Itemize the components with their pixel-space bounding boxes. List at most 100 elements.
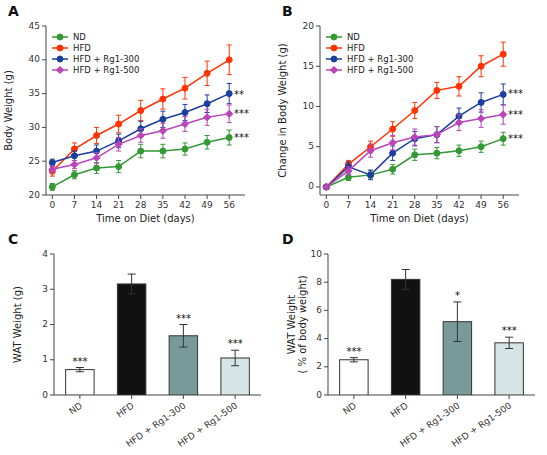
legend-label: HFD + Rg1-500	[73, 65, 139, 75]
panel: B051015200714212835424956Time on Diet (d…	[277, 3, 523, 224]
point	[159, 127, 166, 134]
x-tick-label: HFD	[115, 400, 136, 419]
y-tick-label: 2	[316, 361, 322, 371]
annotation: ***	[508, 109, 523, 120]
legend-marker	[330, 66, 337, 73]
error-bar	[116, 161, 121, 173]
legend: NDHFDHFD + Rg1-300HFD + Rg1-500	[52, 32, 139, 75]
panel-title: A	[8, 3, 19, 19]
x-tick-label: 7	[72, 200, 78, 210]
point	[94, 165, 100, 171]
x-tick-label: 35	[157, 200, 168, 210]
x-tick	[414, 195, 415, 199]
error-bar	[505, 337, 513, 348]
x-axis-label: Time on Diet (days)	[369, 213, 469, 224]
x-tick-label: ND	[341, 400, 358, 416]
x-tick-label: 56	[223, 200, 235, 210]
error-bar	[182, 143, 187, 155]
x-tick	[229, 195, 230, 199]
point	[456, 83, 462, 89]
annotation: ***	[72, 356, 87, 367]
point	[116, 121, 122, 127]
bar	[66, 370, 94, 395]
annotation: ***	[228, 338, 243, 349]
error-bar	[390, 164, 395, 174]
point	[71, 153, 77, 159]
error-bar	[138, 144, 143, 158]
panel: C01234NDHFDHFD + Rg1-300HFD + Rg1-500WAT…	[8, 231, 261, 449]
x-tick-label: 28	[409, 200, 421, 210]
x-tick	[481, 195, 482, 199]
point	[115, 141, 122, 148]
point	[93, 154, 100, 161]
annotation: ***	[346, 346, 361, 357]
point	[390, 166, 396, 172]
y-tick	[50, 254, 54, 255]
y-tick	[42, 195, 46, 196]
error-bar	[412, 102, 417, 118]
legend-marker	[331, 56, 337, 62]
x-tick-label: HFD	[389, 400, 410, 419]
annotation: ***	[234, 108, 249, 119]
bar	[340, 360, 368, 395]
series-line	[52, 114, 229, 169]
y-tick	[50, 289, 54, 290]
y-tick-label: 0	[42, 390, 48, 400]
x-tick	[52, 195, 53, 199]
x-tick-label: 7	[346, 200, 352, 210]
error-bar	[72, 151, 77, 160]
y-tick-label: 45	[29, 21, 40, 31]
y-axis-label: Change in Body Weight (g)	[277, 43, 288, 177]
error-bar	[116, 115, 121, 133]
annotation: ***	[502, 325, 517, 336]
point	[160, 116, 166, 122]
y-tick-label: 0	[308, 181, 314, 191]
legend: NDHFDHFD + Rg1-300HFD + Rg1-500	[326, 32, 413, 75]
legend-label: ND	[73, 32, 86, 42]
error-bar	[390, 122, 395, 136]
panel: A2025303540450714212835424956Time on Die…	[3, 3, 249, 224]
y-tick	[42, 127, 46, 128]
error-bar	[350, 358, 358, 362]
y-tick-label: 25	[29, 156, 40, 166]
point	[204, 139, 210, 145]
x-tick-label: 21	[387, 200, 398, 210]
x-tick	[353, 395, 354, 399]
legend-label: HFD + Rg1-300	[347, 54, 413, 64]
error-bar	[402, 270, 410, 290]
point	[500, 51, 506, 57]
point	[226, 110, 233, 117]
x-tick	[74, 195, 75, 199]
x-tick	[183, 395, 184, 399]
y-tick-label: 20	[303, 21, 315, 31]
point	[455, 119, 462, 126]
y-tick-label: 20	[29, 190, 41, 200]
x-axis-line	[320, 195, 519, 196]
y-axis-label: Body Weight (g)	[3, 70, 14, 151]
error-bar	[456, 145, 461, 156]
x-tick-label: 42	[453, 200, 464, 210]
y-tick-label: 15	[303, 61, 314, 71]
y-tick	[50, 395, 54, 396]
point	[226, 57, 232, 63]
y-tick	[324, 395, 328, 396]
legend-label: HFD + Rg1-500	[347, 65, 413, 75]
y-tick-label: 30	[29, 122, 41, 132]
y-tick-label: 1	[42, 354, 48, 364]
series-line	[52, 94, 229, 163]
y-tick	[324, 338, 328, 339]
point	[138, 148, 144, 154]
y-tick	[42, 59, 46, 60]
point	[204, 70, 210, 76]
x-tick	[458, 195, 459, 199]
point	[323, 183, 330, 190]
y-tick	[42, 161, 46, 162]
plot-area	[340, 270, 524, 395]
x-tick-label: 14	[91, 200, 103, 210]
y-tick-label: 5	[308, 141, 314, 151]
point	[182, 85, 188, 91]
x-tick	[348, 195, 349, 199]
x-tick-label: 28	[135, 200, 147, 210]
error-bar	[501, 84, 506, 105]
legend-label: ND	[347, 32, 360, 42]
